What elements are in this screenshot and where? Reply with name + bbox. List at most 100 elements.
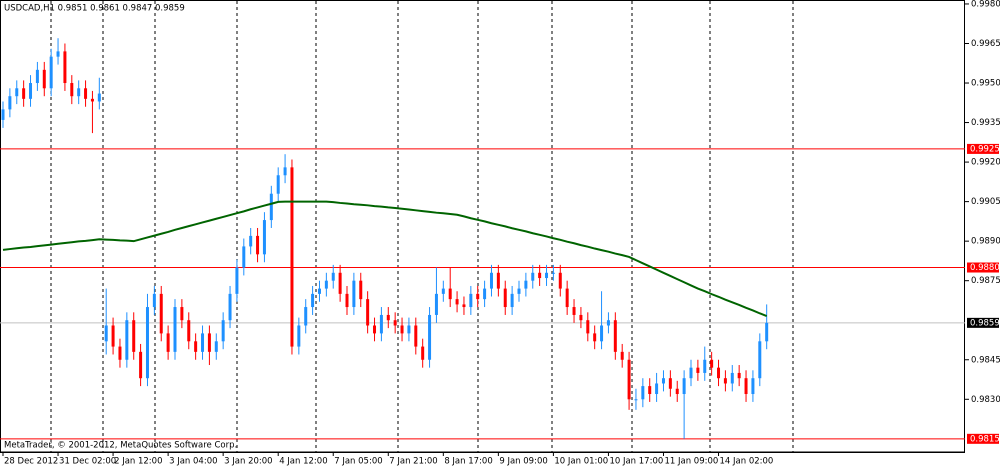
level-tag <box>967 262 999 273</box>
y-tick-label: 0.9965 <box>971 39 1000 49</box>
candle-body <box>538 272 542 279</box>
candle-body <box>132 320 136 352</box>
candle-body <box>111 325 115 347</box>
candle-body <box>201 333 205 352</box>
candle-body <box>207 333 211 352</box>
candle-body <box>551 272 555 274</box>
candle-body <box>118 346 122 360</box>
candle-body <box>77 88 81 97</box>
candle-body <box>180 307 184 321</box>
candle-body <box>579 314 583 321</box>
level-tag <box>967 143 999 154</box>
y-tick-label: 0.9875 <box>971 276 1000 286</box>
x-tick-label: 8 Jan 17:00 <box>444 457 492 467</box>
candle-body <box>269 193 273 221</box>
candle-body <box>366 299 370 326</box>
y-tick-label: 0.9935 <box>971 118 1000 128</box>
candle-body <box>352 280 356 308</box>
candle-body <box>125 320 129 360</box>
candle-body <box>531 272 535 281</box>
candle-body <box>545 272 549 279</box>
x-tick-label: 28 Dec 2012 <box>4 457 58 467</box>
candle-body <box>407 325 411 334</box>
x-tick-label: 10 Jan 17:00 <box>609 457 663 467</box>
candle-body <box>620 351 624 360</box>
candle-body <box>173 307 177 352</box>
candle-body <box>256 235 260 255</box>
candle-body <box>235 267 239 294</box>
candle-body <box>15 88 19 97</box>
candle-body <box>668 378 672 389</box>
candle-body <box>606 320 610 326</box>
candle-body <box>345 293 349 308</box>
candle-body <box>97 93 101 102</box>
candle-body <box>373 325 377 334</box>
level-label: 0.9815 <box>970 434 1000 444</box>
candle-body <box>496 272 500 289</box>
candle-body <box>22 88 26 99</box>
candle-body <box>758 341 762 379</box>
candle-body <box>317 288 321 294</box>
candle-body <box>386 314 390 321</box>
candle-body <box>655 383 659 395</box>
candle-body <box>448 288 452 300</box>
y-tick-label: 0.9905 <box>971 197 1000 207</box>
candle-body <box>324 280 328 289</box>
y-tick-label: 0.9920 <box>971 158 1000 168</box>
candle-body <box>462 304 466 308</box>
candle-body <box>56 51 60 57</box>
candle-body <box>434 293 438 315</box>
candle-body <box>648 386 652 395</box>
candle-body <box>751 378 755 395</box>
candle-body <box>455 299 459 305</box>
candle-body <box>104 325 108 342</box>
candle-body <box>641 386 645 400</box>
candle-body <box>290 167 294 347</box>
candle-body <box>311 293 315 308</box>
x-tick-label: 31 Dec 02:00 <box>59 457 116 467</box>
candle-body <box>304 307 308 326</box>
candle-body <box>627 359 631 400</box>
candle-body <box>730 372 734 384</box>
candle-body <box>249 235 253 247</box>
candle-body <box>503 288 507 308</box>
y-tick-label: 0.9845 <box>971 355 1000 365</box>
footer: MetaTrader, © 2001-2012, MetaQuotes Soft… <box>4 441 237 451</box>
candle-body <box>393 320 397 326</box>
candle-body <box>565 288 569 308</box>
candle-body <box>297 325 301 347</box>
candle-body <box>476 293 480 300</box>
x-tick-label: 3 Jan 20:00 <box>224 457 272 467</box>
candle-body <box>338 272 342 294</box>
candle-body <box>49 56 53 89</box>
candle-body <box>737 372 741 379</box>
candle-body <box>262 220 266 255</box>
candle-body <box>710 359 714 368</box>
x-tick-label: 14 Jan 02:00 <box>720 457 774 467</box>
x-tick-label: 2 Jan 12:00 <box>114 457 162 467</box>
candle-body <box>469 293 473 308</box>
level-tag <box>967 433 999 444</box>
candle-body <box>283 167 287 176</box>
candle-body <box>661 378 665 384</box>
candle-body <box>428 314 432 360</box>
x-tick-label: 11 Jan 09:00 <box>664 457 718 467</box>
candle-body <box>187 320 191 342</box>
candle-body <box>489 272 493 289</box>
candle-body <box>441 288 445 294</box>
candle-body <box>717 367 721 379</box>
candle-body <box>613 320 617 352</box>
candle-body <box>159 293 163 334</box>
candle-body <box>675 388 679 395</box>
candle-body <box>276 175 280 194</box>
candle-body <box>1 109 5 120</box>
y-tick-label: 0.9830 <box>971 395 1000 405</box>
candle-body <box>139 351 143 379</box>
candle-body <box>414 325 418 347</box>
candle-body <box>634 399 638 401</box>
x-tick-label: 3 Jan 04:00 <box>169 457 217 467</box>
candle-body <box>689 367 693 379</box>
candle-body <box>29 83 33 99</box>
candle-body <box>744 378 748 395</box>
